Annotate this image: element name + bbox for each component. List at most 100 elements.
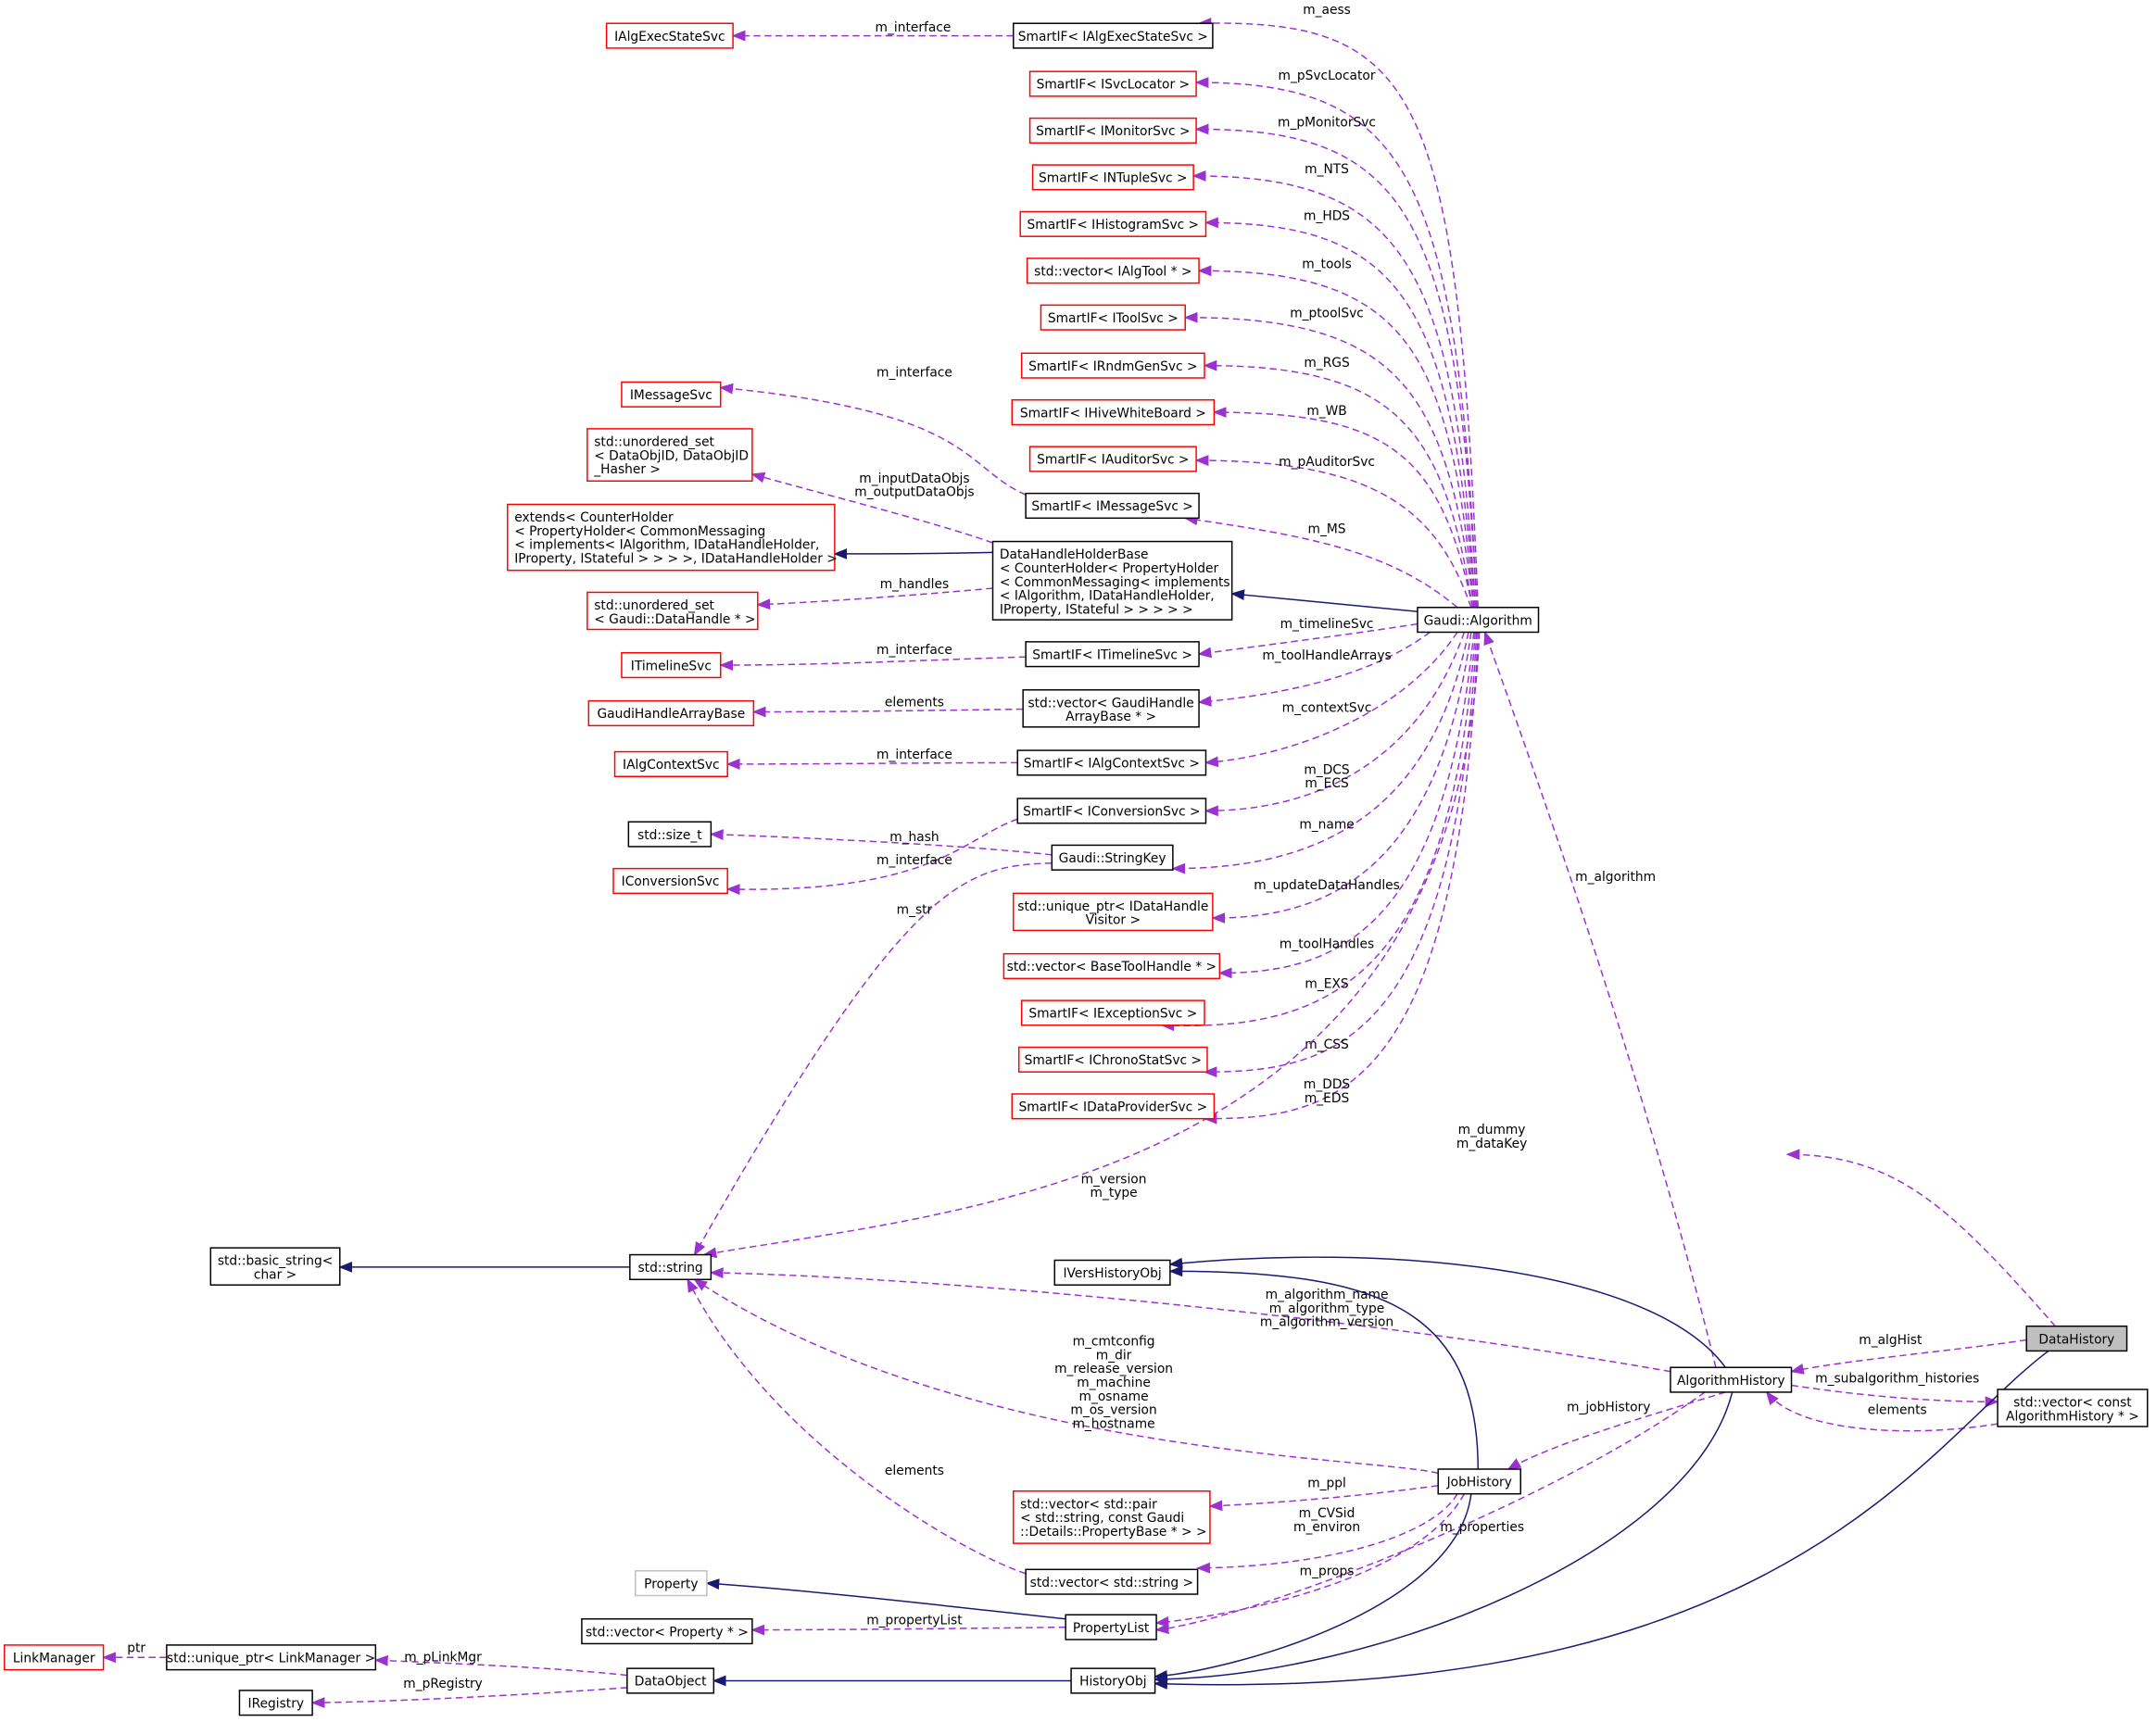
association-edge	[725, 818, 1018, 896]
edge-label-m-handles: m_handles	[880, 577, 949, 592]
class-node-datahistory[interactable]: DataHistory	[2025, 1325, 2128, 1352]
class-node-gaudi-stringkey[interactable]: Gaudi::StringKey	[1051, 844, 1174, 871]
class-node-smartif-iauditorsvc[interactable]: SmartIF< IAuditorSvc >	[1028, 446, 1197, 472]
edge-label-m-interface: m_interface	[876, 366, 952, 381]
edge-label-m-interface: m_interface	[876, 748, 952, 762]
node-label: < IAlgorithm, IDataHandleHolder,	[1000, 589, 1215, 604]
node-box	[1016, 798, 1207, 824]
class-node-smartif-imonitorsvc[interactable]: SmartIF< IMonitorSvc >	[1028, 117, 1197, 145]
class-node-smartif-idataprovidersvc[interactable]: SmartIF< IDataProviderSvc >	[1011, 1093, 1216, 1120]
edge-label-m-osname: m_osname	[1079, 1389, 1149, 1404]
edge-label-m-inputdataobjs: m_inputDataObjs	[859, 471, 969, 486]
node-label: std::vector< IAlgTool * >	[1034, 264, 1191, 279]
class-node-std-size-t[interactable]: std::size_t	[627, 821, 712, 848]
node-label: LinkManager	[13, 1651, 95, 1665]
association-edge	[725, 758, 1018, 770]
class-node-propertylist[interactable]: PropertyList	[1065, 1614, 1157, 1640]
edge-label-m-algorithm: m_algorithm	[1575, 870, 1656, 885]
node-box	[1028, 70, 1197, 97]
class-node-std-vector-ialgtool[interactable]: std::vector< IAlgTool * >	[1026, 258, 1200, 284]
class-node-gaudi-algorithm[interactable]: Gaudi::Algorithm	[1417, 607, 1540, 634]
node-label: Visitor >	[1086, 913, 1141, 928]
class-node-imessagesvc[interactable]: IMessageSvc	[621, 381, 722, 408]
association-edge	[750, 471, 993, 544]
association-edge	[1194, 123, 1478, 608]
node-box	[1026, 258, 1200, 284]
node-box	[1011, 398, 1216, 426]
edge-label-m-eds: m_EDS	[1305, 1091, 1349, 1106]
class-node-dataobject[interactable]: DataObject	[626, 1667, 715, 1694]
class-node-smartif-imessagesvc[interactable]: SmartIF< IMessageSvc >	[1025, 492, 1200, 520]
class-node-ialgexecstatesvc[interactable]: IAlgExecStateSvc	[605, 22, 734, 49]
class-node-iconversionsvc[interactable]: IConversionSvc	[612, 867, 728, 895]
class-node-std-vector-property[interactable]: std::vector< Property * >	[581, 1617, 753, 1645]
class-node-smartif-ialgcontextsvc[interactable]: SmartIF< IAlgContextSvc >	[1016, 749, 1207, 776]
node-box	[1019, 210, 1207, 237]
node-label: DataHistory	[2038, 1332, 2114, 1347]
class-node-smartif-ialgexecstatesvc[interactable]: SmartIF< IAlgExecStateSvc >	[1013, 22, 1214, 49]
class-node-smartif-ihistogramsvc[interactable]: SmartIF< IHistogramSvc >	[1019, 210, 1207, 237]
edge-label-m-toolhandles: m_toolHandles	[1280, 937, 1374, 952]
class-node-ivershistoryobj[interactable]: IVersHistoryObj	[1053, 1259, 1171, 1286]
class-node-std-unordered-set-gaudi-datahandle[interactable]: std::unordered_set< Gaudi::DataHandle * …	[586, 591, 759, 631]
node-box	[1031, 164, 1194, 191]
class-node-std-vector-std-string[interactable]: std::vector< std::string >	[1025, 1568, 1199, 1595]
node-label: < DataObjID, DataObjID	[594, 448, 749, 463]
association-edge	[750, 1624, 1066, 1636]
class-node-std-vector-gaudihandle-arraybase[interactable]: std::vector< GaudiHandleArrayBase * >	[1022, 689, 1200, 728]
edge-label-m-algorithm-type: m_algorithm_type	[1269, 1301, 1385, 1316]
edge-label-m-environ: m_environ	[1293, 1520, 1360, 1535]
class-node-smartif-itimelinesvc[interactable]: SmartIF< ITimelineSvc >	[1025, 641, 1200, 668]
edge-label-m-props: m_props	[1300, 1564, 1355, 1578]
class-node-smartif-intuplesvc[interactable]: SmartIF< INTupleSvc >	[1031, 164, 1194, 191]
class-node-smartif-ichronostatsvc[interactable]: SmartIF< IChronoStatSvc >	[1017, 1046, 1208, 1073]
class-node-ialgcontextsvc[interactable]: IAlgContextSvc	[613, 750, 728, 777]
class-node-datahandleholderbase-counterholder-propertyholder-commonmessaging-implements-ialgorithm-idatahandleholder-iproperty-istateful[interactable]: DataHandleHolderBase< CounterHolder< Pro…	[991, 540, 1233, 621]
edge-label-m-nts: m_NTS	[1305, 162, 1349, 177]
node-box	[1011, 1093, 1216, 1120]
class-node-smartif-itoolsvc[interactable]: SmartIF< IToolSvc >	[1040, 304, 1186, 331]
class-node-std-unordered-set-dataobjid-dataobjid-hasher[interactable]: std::unordered_set< DataObjID, DataObjID…	[586, 428, 753, 483]
association-edge	[1196, 1493, 1458, 1574]
class-node-std-vector-std-pair-std-string-const-gaudi-details-propertybase[interactable]: std::vector< std::pair< std::string, con…	[1013, 1490, 1211, 1544]
class-node-jobhistory[interactable]: JobHistory	[1437, 1468, 1521, 1495]
class-node-itimelinesvc[interactable]: ITimelineSvc	[621, 651, 722, 679]
class-node-algorithmhistory[interactable]: AlgorithmHistory	[1670, 1366, 1793, 1393]
node-box	[613, 750, 728, 777]
class-node-extends-counterholder-propertyholder-commonmessaging-implements-ialgorithm-idatahandleholder-iproperty-istateful-idatahandleholder[interactable]: extends< CounterHolder< PropertyHolder< …	[507, 503, 838, 572]
class-node-smartif-iconversionsvc[interactable]: SmartIF< IConversionSvc >	[1016, 798, 1207, 824]
node-label: SmartIF< IMessageSvc >	[1031, 499, 1192, 514]
edge-label-ptr: ptr	[127, 1640, 145, 1655]
class-node-smartif-isvclocator[interactable]: SmartIF< ISvcLocator >	[1028, 70, 1197, 97]
edge-label-m-pmonitorsvc: m_pMonitorSvc	[1278, 115, 1376, 130]
association-edge	[1183, 311, 1475, 608]
class-node-std-basic-string-char[interactable]: std::basic_string<char >	[209, 1247, 341, 1286]
class-node-historyobj[interactable]: HistoryObj	[1070, 1667, 1156, 1694]
edge-label-m-ptoolsvc: m_ptoolSvc	[1290, 307, 1364, 321]
class-node-std-vector-const-algorithmhistory[interactable]: std::vector< const AlgorithmHistory * >	[1997, 1389, 2149, 1427]
class-node-smartif-iexceptionsvc[interactable]: SmartIF< IExceptionSvc >	[1020, 999, 1205, 1026]
node-label: std::vector< BaseToolHandle * >	[1007, 960, 1217, 974]
inheritance-edge	[833, 547, 993, 559]
node-label: std::unordered_set	[594, 598, 714, 613]
node-box	[587, 699, 755, 727]
class-node-smartif-irndmgensvc[interactable]: SmartIF< IRndmGenSvc >	[1020, 352, 1205, 379]
inheritance-edge	[1154, 1391, 1734, 1685]
class-node-smartif-ihivewhiteboard[interactable]: SmartIF< IHiveWhiteBoard >	[1011, 398, 1216, 426]
edge-label-m-release-version: m_release_version	[1054, 1362, 1173, 1376]
class-node-linkmanager[interactable]: LinkManager	[4, 1644, 105, 1671]
class-node-std-vector-basetoolhandle[interactable]: std::vector< BaseToolHandle * >	[1002, 952, 1221, 980]
association-edge	[373, 1654, 627, 1677]
class-node-gaudihandlearraybase[interactable]: GaudiHandleArrayBase	[587, 699, 755, 727]
class-node-std-string[interactable]: std::string	[629, 1253, 712, 1281]
association-edge	[1197, 265, 1475, 608]
node-label: std::unordered_set	[594, 434, 714, 449]
class-node-iregistry[interactable]: IRegistry	[238, 1690, 313, 1716]
class-node-std-unique-ptr-linkmanager[interactable]: std::unique_ptr< LinkManager >	[166, 1644, 377, 1671]
node-label: SmartIF< IHistogramSvc >	[1028, 218, 1200, 233]
node-box	[209, 1247, 341, 1286]
class-node-property[interactable]: Property	[635, 1570, 708, 1597]
node-box	[4, 1644, 105, 1671]
